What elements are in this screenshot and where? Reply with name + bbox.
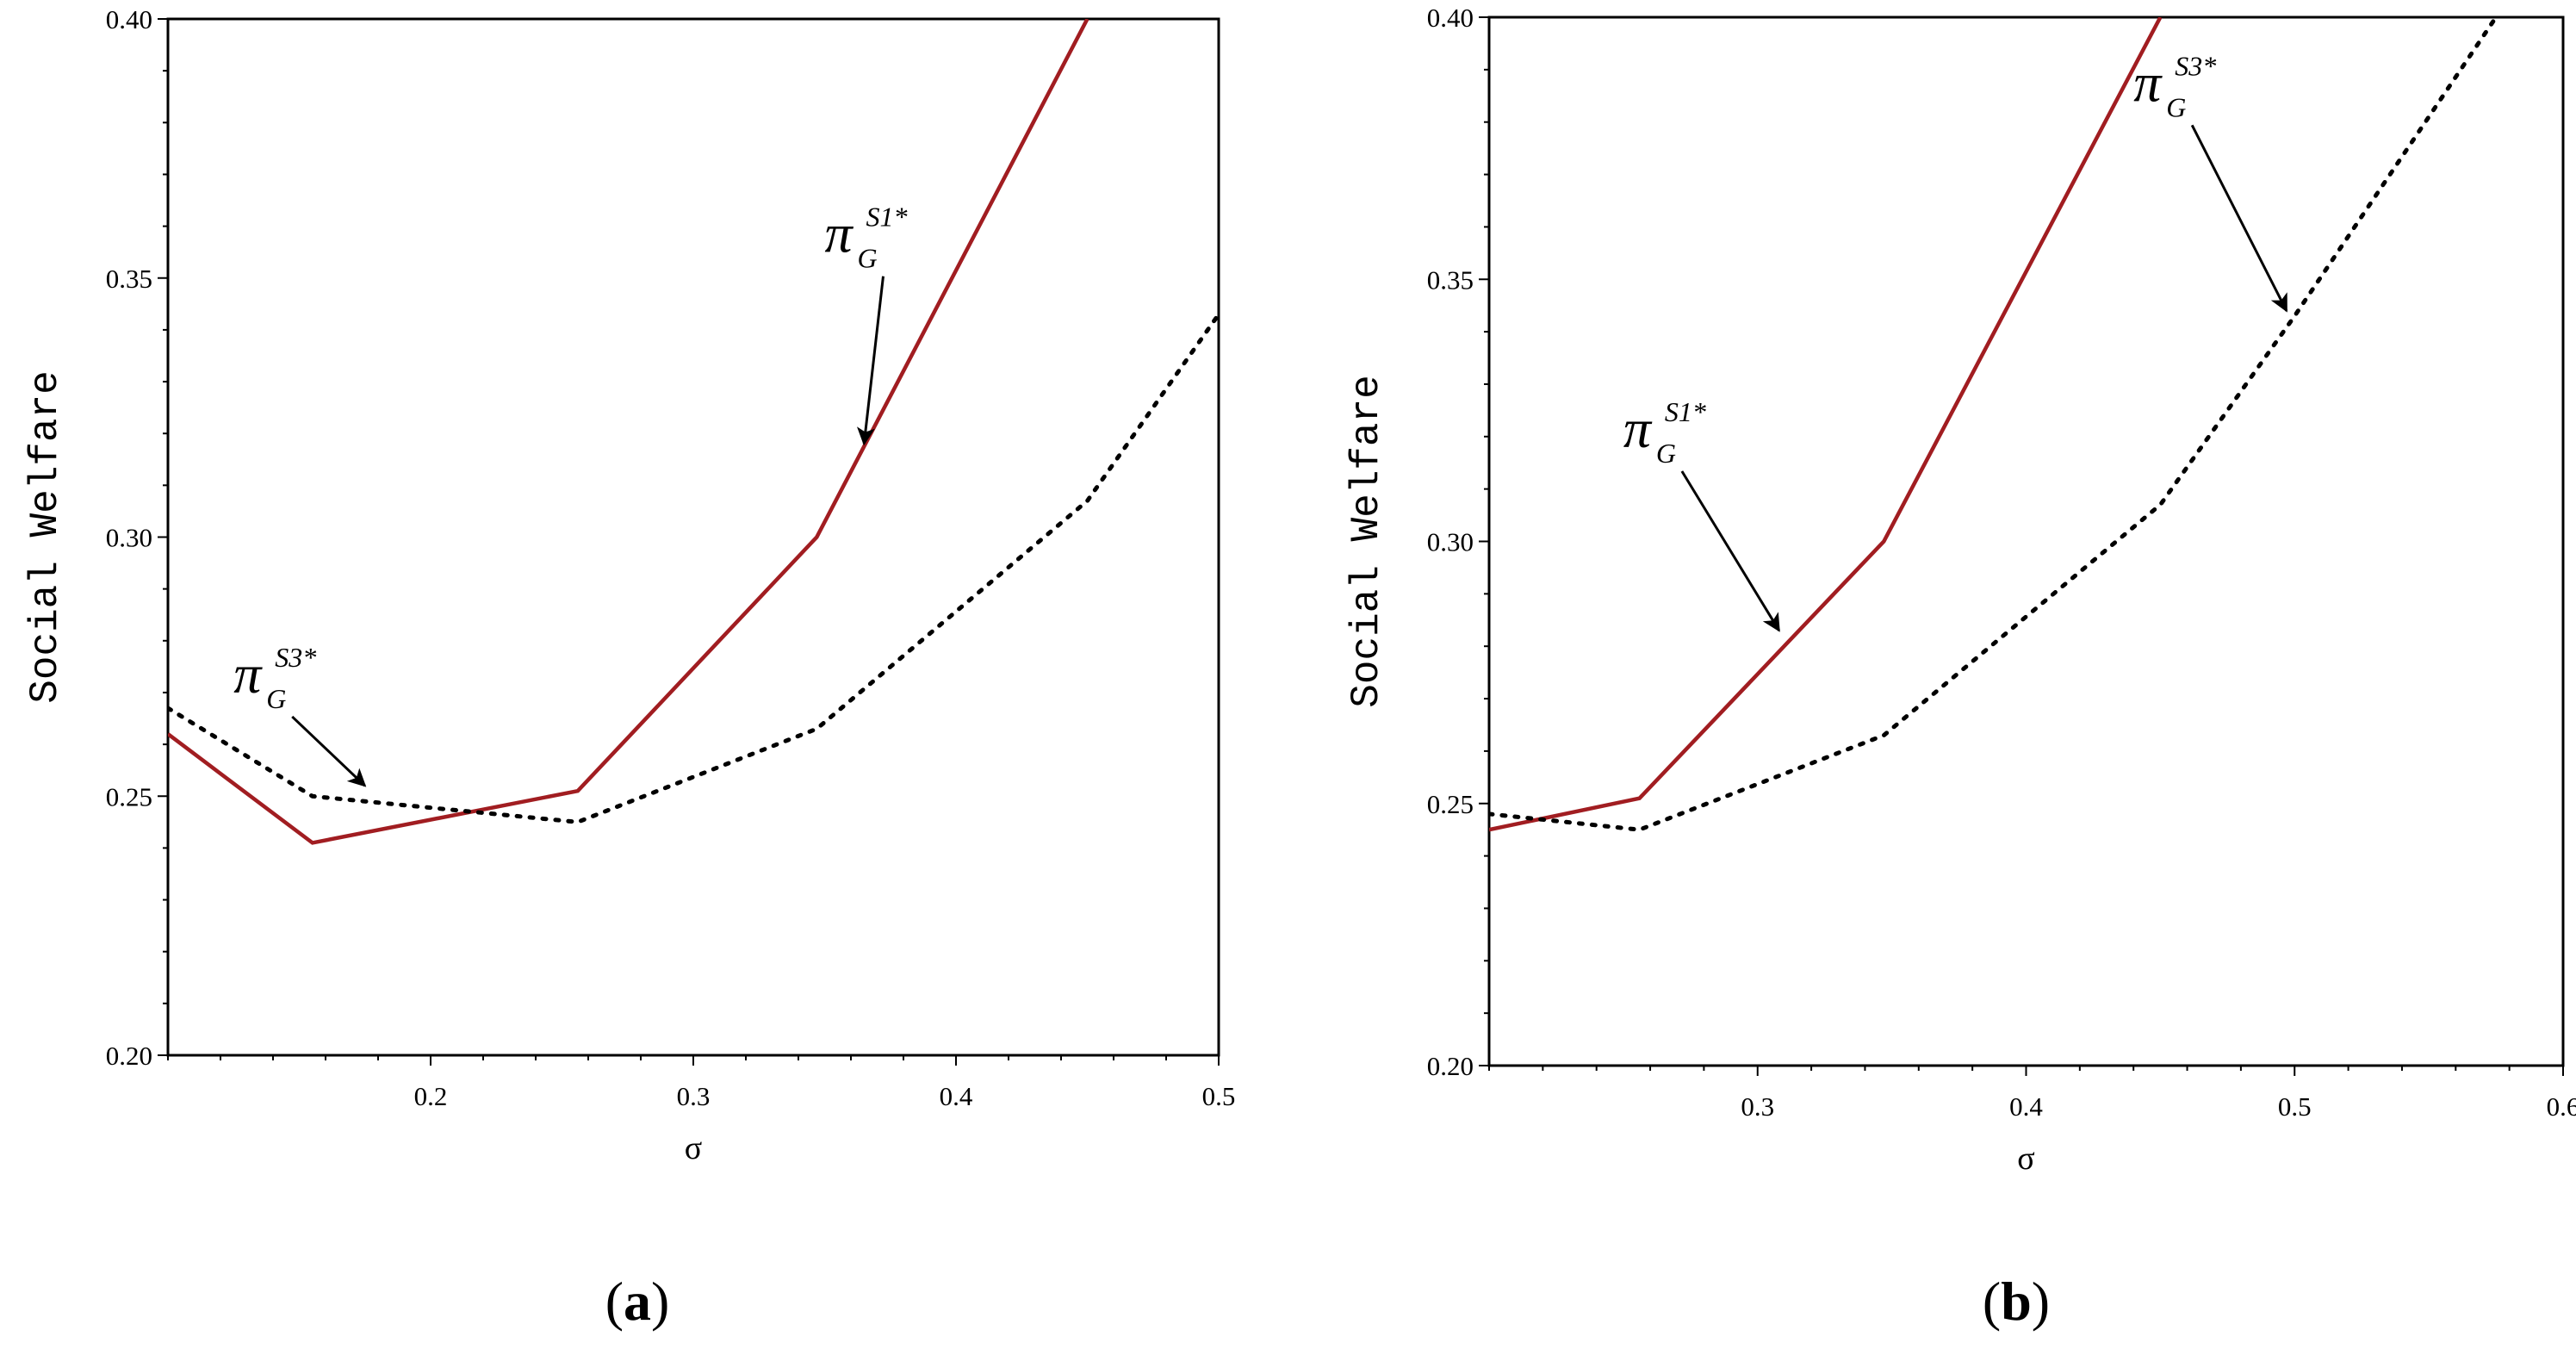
x-tick-label: 0.3 bbox=[677, 1081, 711, 1111]
x-axis-title: σ bbox=[2017, 1141, 2034, 1177]
annotation-superscript: S1* bbox=[1665, 396, 1706, 427]
y-axis-title: Social Welfare bbox=[1344, 375, 1389, 707]
series-group bbox=[168, 19, 1219, 845]
annotation-subscript: G bbox=[266, 683, 286, 714]
annotation-arrow bbox=[1680, 470, 1780, 632]
x-tick-label: 0.6 bbox=[2547, 1091, 2576, 1122]
annotation-symbol: π bbox=[2133, 52, 2163, 113]
y-tick-label: 0.30 bbox=[106, 523, 152, 553]
y-tick-label: 0.20 bbox=[1427, 1051, 1474, 1081]
annotation-arrow bbox=[856, 276, 885, 446]
annotation-arrow bbox=[291, 715, 367, 787]
panel-caption: (a) bbox=[605, 1271, 670, 1332]
y-tick-label: 0.35 bbox=[1427, 264, 1474, 295]
y-tick-label: 0.30 bbox=[1427, 527, 1474, 557]
plot-frame bbox=[166, 17, 1220, 1057]
y-tick-label: 0.20 bbox=[106, 1041, 152, 1071]
annotation-symbol: π bbox=[233, 643, 263, 705]
x-tick-label: 0.4 bbox=[940, 1081, 973, 1111]
annotation-superscript: S3* bbox=[275, 642, 316, 673]
panel-caption: (b) bbox=[1983, 1271, 2050, 1332]
y-tick-label: 0.25 bbox=[1427, 789, 1474, 819]
annotation-superscript: S3* bbox=[2175, 50, 2216, 81]
annotation-arrow bbox=[2190, 124, 2288, 313]
panel-caption-letter: b bbox=[2001, 1271, 2032, 1332]
annotation-s1-star: π G S1* bbox=[825, 202, 908, 446]
y-tick-label: 0.40 bbox=[106, 4, 152, 34]
series-line-s3-star bbox=[1489, 17, 2498, 832]
x-tick-label: 0.5 bbox=[1202, 1081, 1236, 1111]
annotation-subscript: G bbox=[858, 243, 878, 274]
series-line-s3-star bbox=[168, 312, 1219, 824]
panel-a: 0.2 0.3 0.4 0.5 0.20 0.25 0.30 0.35 0.40 σ Social … bbox=[0, 0, 1288, 1345]
annotation-subscript: G bbox=[2166, 91, 2186, 122]
y-tick-label: 0.40 bbox=[1427, 3, 1474, 33]
chart-a: 0.2 0.3 0.4 0.5 0.20 0.25 0.30 0.35 0.40 σ Social … bbox=[23, 4, 1236, 1332]
chart-b: 0.3 0.4 0.5 0.6 0.20 0.25 0.30 0.35 0.40 σ Social … bbox=[1344, 3, 2576, 1332]
series-line-s1-star bbox=[1489, 17, 2163, 832]
annotation-symbol: π bbox=[1623, 398, 1653, 459]
x-tick-label: 0.3 bbox=[1741, 1091, 1774, 1122]
x-tick-label: 0.4 bbox=[2009, 1091, 2043, 1122]
series-group bbox=[1489, 17, 2498, 832]
annotation-s3-star: π G S3* bbox=[233, 642, 367, 787]
y-axis-title: Social Welfare bbox=[23, 370, 68, 703]
annotation-s1-star: π G S1* bbox=[1623, 396, 1780, 632]
panel-b: 0.3 0.4 0.5 0.6 0.20 0.25 0.30 0.35 0.40 σ Social … bbox=[1288, 0, 2576, 1345]
x-tick-label: 0.2 bbox=[414, 1081, 448, 1111]
x-axis-title: σ bbox=[685, 1130, 702, 1166]
plot-frame bbox=[1487, 16, 2565, 1067]
annotation-subscript: G bbox=[1656, 438, 1676, 469]
x-tick-label: 0.5 bbox=[2278, 1091, 2312, 1122]
annotation-s3-star: π G S3* bbox=[2133, 50, 2288, 313]
y-tick-label: 0.25 bbox=[106, 781, 152, 811]
series-line-s1-star bbox=[168, 19, 1089, 845]
annotation-superscript: S1* bbox=[866, 202, 908, 233]
panel-caption-letter: a bbox=[624, 1271, 651, 1332]
y-tick-label: 0.35 bbox=[106, 264, 152, 294]
annotation-symbol: π bbox=[825, 203, 854, 264]
